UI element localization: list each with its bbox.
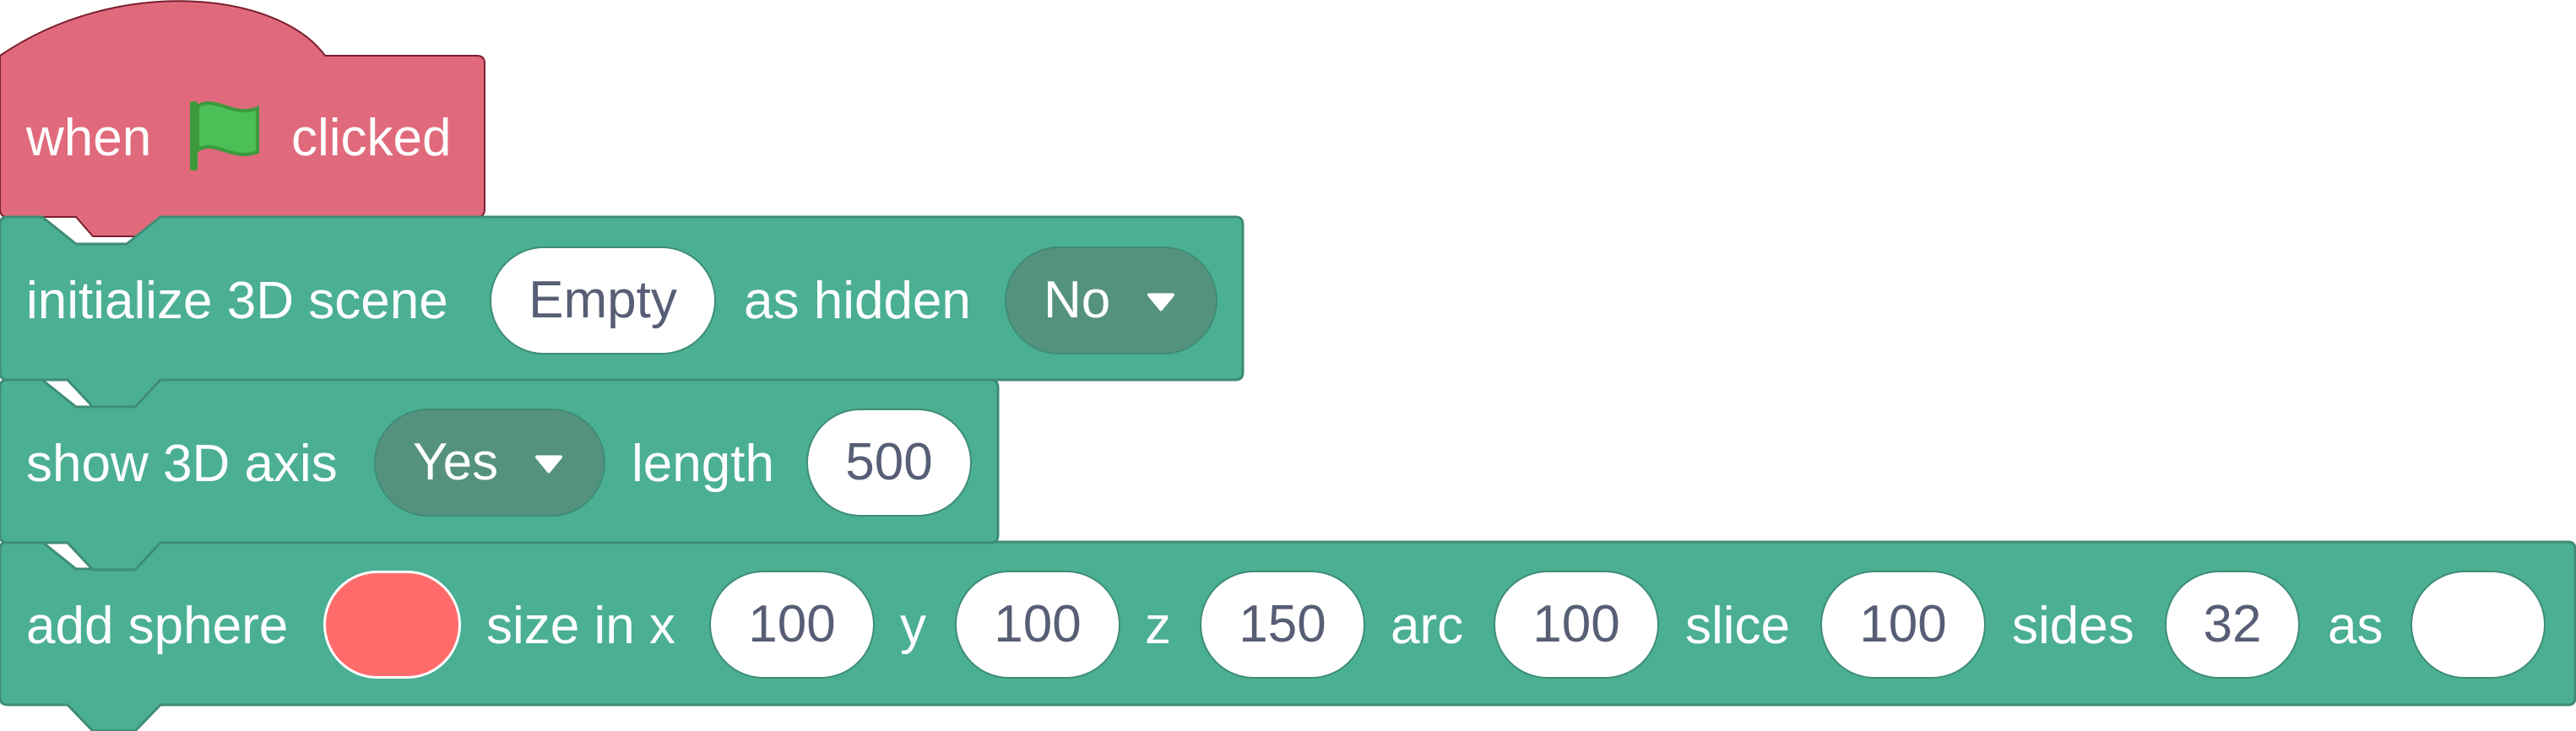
size-in-x-label: size in x xyxy=(486,597,675,655)
hidden-dropdown[interactable]: No xyxy=(1005,246,1217,355)
sphere-color-picker[interactable] xyxy=(323,571,461,679)
y-label: y xyxy=(900,597,926,655)
as-hidden-label: as hidden xyxy=(744,272,971,330)
when-label: when xyxy=(26,109,152,167)
arc-label: arc xyxy=(1391,597,1464,655)
length-input[interactable]: 500 xyxy=(806,409,972,517)
clicked-label: clicked xyxy=(291,109,452,167)
hidden-dropdown-value: No xyxy=(1044,271,1111,329)
scene-input[interactable]: Empty xyxy=(490,246,716,355)
chevron-down-icon xyxy=(535,455,562,474)
as-label: as xyxy=(2328,597,2383,655)
size-y-input[interactable]: 100 xyxy=(955,571,1120,679)
z-label: z xyxy=(1145,597,1171,655)
chevron-down-icon xyxy=(1147,293,1174,311)
sides-label: sides xyxy=(2012,597,2134,655)
length-label: length xyxy=(632,435,774,493)
initialize-scene-label: initialize 3D scene xyxy=(26,272,448,330)
green-flag-icon xyxy=(190,100,259,171)
axis-dropdown[interactable]: Yes xyxy=(374,409,605,517)
add-sphere-label: add sphere xyxy=(26,597,289,655)
size-x-input[interactable]: 100 xyxy=(709,571,875,679)
slice-label: slice xyxy=(1685,597,1791,655)
show-axis-label: show 3D axis xyxy=(26,435,338,493)
arc-input[interactable]: 100 xyxy=(1494,571,1659,679)
as-name-input[interactable] xyxy=(2411,571,2546,679)
slice-input[interactable]: 100 xyxy=(1820,571,1986,679)
size-z-input[interactable]: 150 xyxy=(1200,571,1365,679)
axis-dropdown-value: Yes xyxy=(413,433,499,491)
sides-input[interactable]: 32 xyxy=(2165,571,2300,679)
